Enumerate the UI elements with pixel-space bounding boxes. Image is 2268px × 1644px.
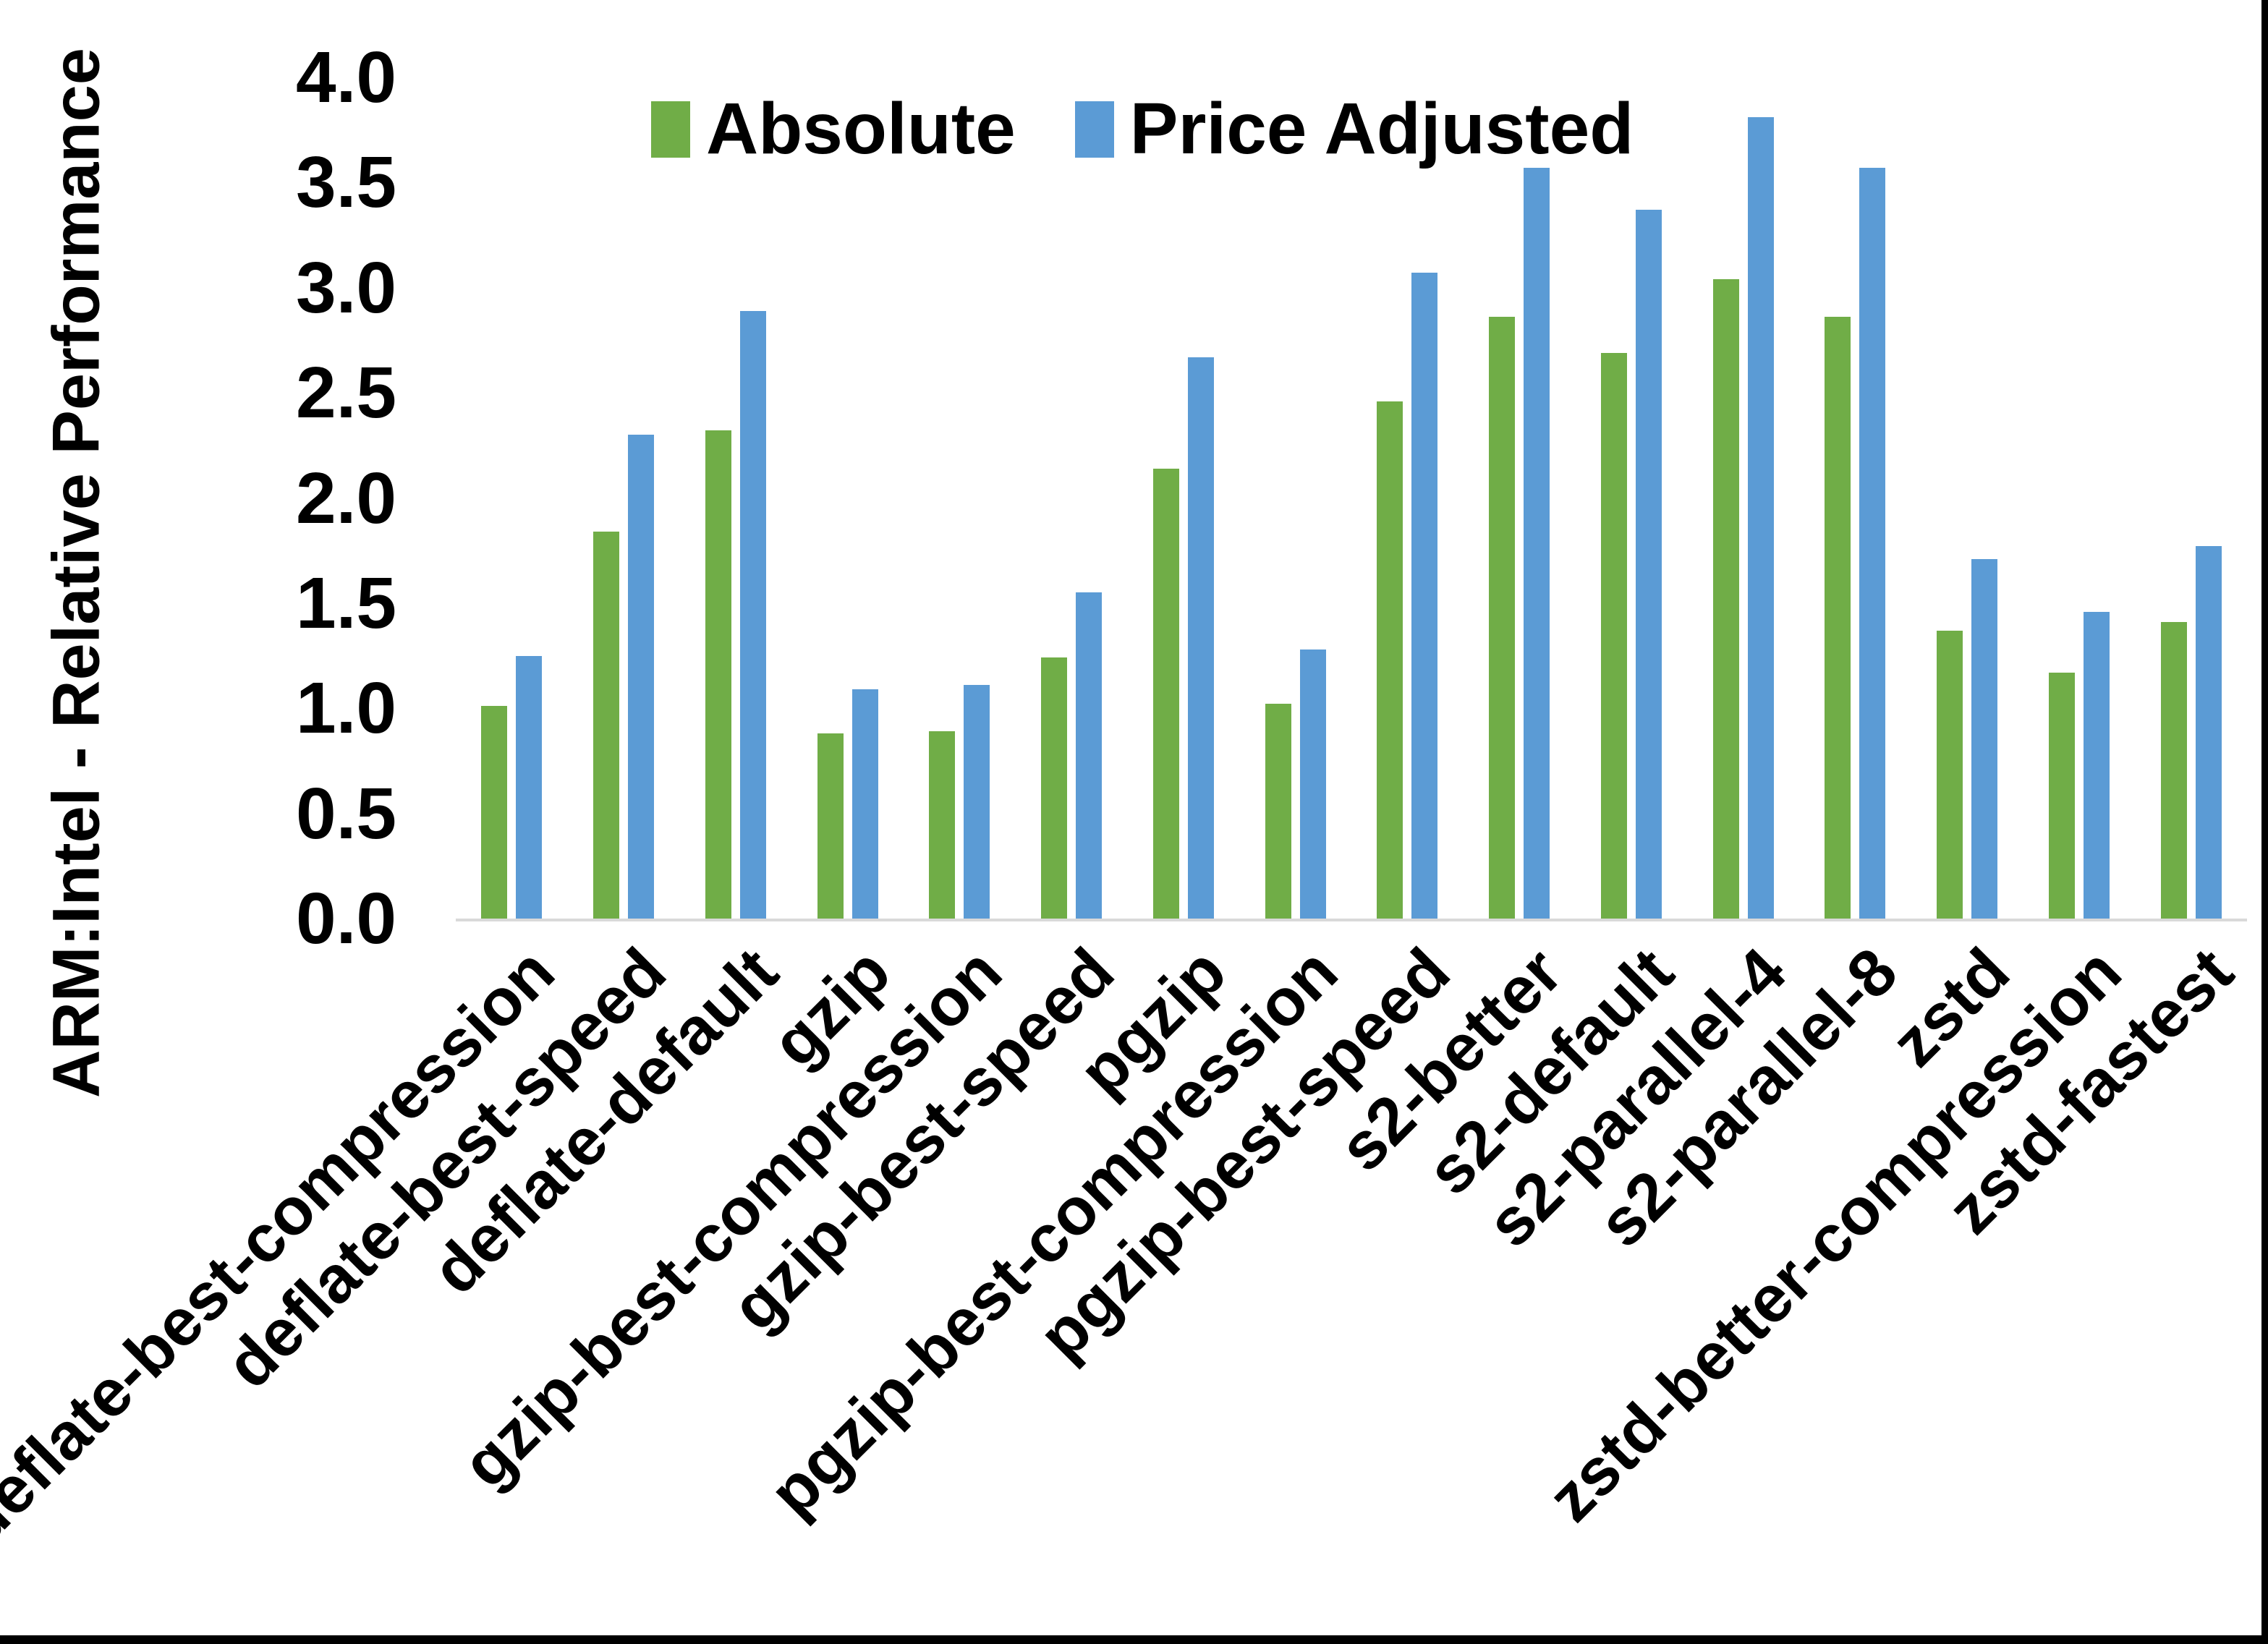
bar-price-adjusted-pgzip-best-speed: [1411, 273, 1438, 919]
bar-price-adjusted-pgzip: [1187, 357, 1214, 919]
category-slot-pgzip-best-compression: [1239, 77, 1351, 919]
bar-price-adjusted-deflate-default: [739, 310, 766, 919]
bar-absolute-s2-default: [1600, 352, 1627, 919]
bar-absolute-gzip: [817, 733, 844, 919]
y-tick-label-2.5: 2.5: [295, 352, 396, 434]
y-tick-label-0.0: 0.0: [295, 878, 396, 959]
category-slot-gzip: [791, 77, 904, 919]
bar-price-adjusted-zstd-better-compression: [2083, 611, 2110, 919]
legend-item-absolute: Absolute: [651, 91, 1016, 167]
legend-item-price-adjusted: Price Adjusted: [1074, 88, 1634, 169]
bar-absolute-zstd: [1937, 630, 1963, 919]
bar-absolute-gzip-best-compression: [929, 731, 956, 919]
bar-absolute-zstd-fastest: [2160, 622, 2187, 919]
category-slot-s2-better: [1464, 77, 1576, 919]
category-slot-zstd-fastest: [2135, 77, 2247, 919]
category-slot-gzip-best-speed: [1016, 77, 1128, 919]
bar-absolute-s2-better: [1489, 317, 1516, 919]
bar-price-adjusted-gzip: [851, 689, 878, 919]
absolute-series-swatch-icon: [651, 101, 690, 158]
category-slot-gzip-best-compression: [904, 77, 1016, 919]
bar-absolute-s2-parallel-8: [1825, 317, 1851, 919]
bar-price-adjusted-gzip-best-speed: [1076, 592, 1103, 919]
bar-absolute-pgzip-best-speed: [1377, 401, 1403, 919]
category-slot-zstd: [1911, 77, 2023, 919]
bar-price-adjusted-s2-better: [1524, 168, 1550, 919]
y-tick-label-1.0: 1.0: [295, 668, 396, 749]
y-tick-label-3.0: 3.0: [295, 247, 396, 328]
category-slot-deflate-best-speed: [568, 77, 680, 919]
bar-absolute-deflate-default: [705, 430, 731, 919]
bar-price-adjusted-deflate-best-compression: [516, 655, 543, 919]
bar-price-adjusted-s2-parallel-4: [1747, 117, 1774, 919]
bar-absolute-zstd-better-compression: [2048, 672, 2075, 919]
y-tick-label-3.5: 3.5: [295, 142, 396, 223]
bar-price-adjusted-pgzip-best-compression: [1299, 649, 1326, 919]
bar-price-adjusted-zstd: [1971, 558, 1998, 919]
bar-absolute-gzip-best-speed: [1041, 657, 1068, 919]
y-tick-label-1.5: 1.5: [295, 562, 396, 644]
price-adjusted-series-swatch-icon: [1074, 101, 1114, 158]
bar-price-adjusted-deflate-best-speed: [628, 435, 655, 919]
category-slot-pgzip-best-speed: [1351, 77, 1464, 919]
bar-absolute-pgzip: [1152, 468, 1179, 919]
y-tick-label-0.5: 0.5: [295, 772, 396, 854]
x-axis-line: [456, 919, 2247, 921]
legend-label-absolute: Absolute: [706, 88, 1016, 169]
legend: Absolute Price Adjusted: [651, 91, 1634, 167]
bar-price-adjusted-s2-parallel-8: [1859, 168, 1886, 919]
bar-absolute-deflate-best-speed: [593, 532, 620, 919]
category-slot-deflate-best-compression: [456, 77, 568, 919]
category-slot-deflate-default: [680, 77, 792, 919]
bar-price-adjusted-s2-default: [1635, 210, 1662, 919]
bar-absolute-deflate-best-compression: [481, 706, 508, 919]
category-slot-pgzip: [1128, 77, 1240, 919]
frame-bottom-border: [0, 1635, 2268, 1644]
category-slot-s2-default: [1576, 77, 1688, 919]
bar-price-adjusted-gzip-best-compression: [964, 685, 990, 919]
frame-right-border: [2261, 0, 2268, 1644]
plot-area: [456, 77, 2247, 919]
y-tick-label-4.0: 4.0: [295, 37, 396, 118]
category-slot-zstd-better-compression: [2023, 77, 2136, 919]
y-tick-label-2.0: 2.0: [295, 457, 396, 539]
bar-absolute-s2-parallel-4: [1712, 279, 1739, 919]
bar-absolute-pgzip-best-compression: [1265, 704, 1291, 919]
category-slot-s2-parallel-4: [1687, 77, 1799, 919]
category-slot-s2-parallel-8: [1799, 77, 1911, 919]
bar-price-adjusted-zstd-fastest: [2195, 546, 2222, 919]
legend-label-price-adjusted: Price Adjusted: [1129, 88, 1634, 169]
